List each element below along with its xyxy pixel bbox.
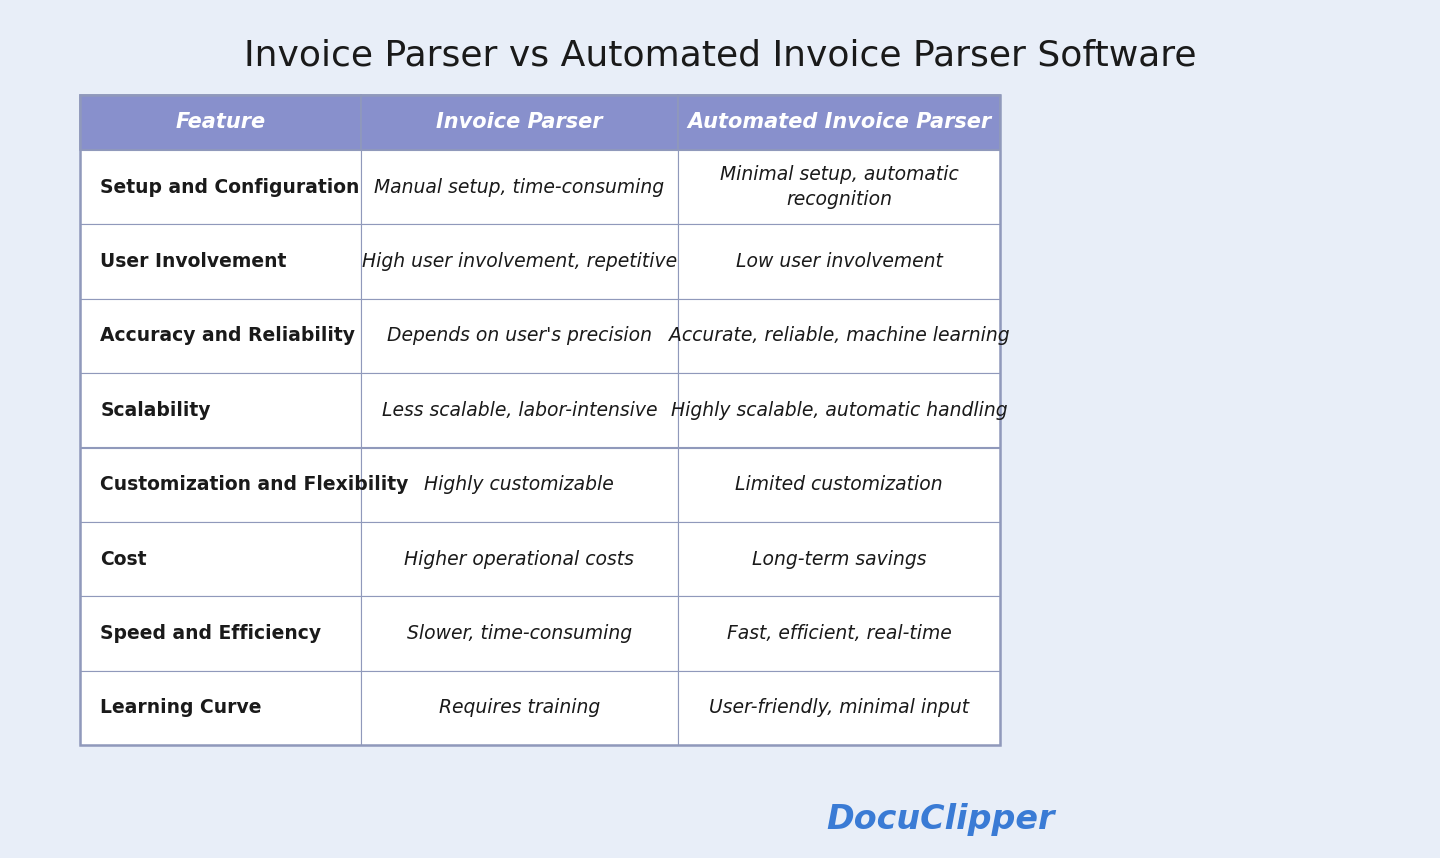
Text: Invoice Parser vs Automated Invoice Parser Software: Invoice Parser vs Automated Invoice Pars… [243, 38, 1197, 72]
Text: Scalability: Scalability [101, 401, 210, 420]
Bar [81, 448, 360, 522]
Text: Higher operational costs: Higher operational costs [405, 550, 634, 569]
Bar [678, 522, 999, 596]
Text: Manual setup, time-consuming: Manual setup, time-consuming [374, 178, 664, 196]
Bar [678, 448, 999, 522]
Bar [360, 448, 678, 522]
Text: Requires training: Requires training [439, 698, 600, 717]
Text: Setup and Configuration: Setup and Configuration [101, 178, 360, 196]
Bar [678, 299, 999, 373]
Bar [81, 373, 360, 448]
Bar [81, 596, 360, 671]
Bar [360, 596, 678, 671]
Text: Customization and Flexibility: Customization and Flexibility [101, 475, 409, 494]
Text: Limited customization: Limited customization [736, 475, 943, 494]
Bar [678, 373, 999, 448]
Text: Accuracy and Reliability: Accuracy and Reliability [101, 326, 356, 346]
Bar [360, 522, 678, 596]
Text: High user involvement, repetitive: High user involvement, repetitive [361, 252, 677, 271]
Bar [360, 299, 678, 373]
Text: DocuClipper: DocuClipper [827, 803, 1056, 837]
Text: Less scalable, labor-intensive: Less scalable, labor-intensive [382, 401, 657, 420]
Bar [678, 150, 999, 225]
Text: Invoice Parser: Invoice Parser [436, 112, 602, 132]
Text: Automated Invoice Parser: Automated Invoice Parser [687, 112, 991, 132]
Text: Feature: Feature [176, 112, 265, 132]
Text: Depends on user's precision: Depends on user's precision [387, 326, 652, 346]
Text: Slower, time-consuming: Slower, time-consuming [406, 624, 632, 643]
Bar [360, 373, 678, 448]
Bar [81, 225, 360, 299]
Bar [678, 225, 999, 299]
Text: User Involvement: User Involvement [101, 252, 287, 271]
Bar [81, 299, 360, 373]
Text: Accurate, reliable, machine learning: Accurate, reliable, machine learning [668, 326, 1009, 346]
Bar [678, 95, 999, 150]
Text: Low user involvement: Low user involvement [736, 252, 942, 271]
Bar [360, 95, 678, 150]
Bar [81, 95, 999, 745]
Bar [81, 150, 360, 225]
Bar [360, 671, 678, 745]
Bar [678, 671, 999, 745]
Bar [81, 522, 360, 596]
Bar [360, 225, 678, 299]
Bar [81, 671, 360, 745]
Text: Learning Curve: Learning Curve [101, 698, 262, 717]
Bar [81, 95, 360, 150]
Text: Minimal setup, automatic
recognition: Minimal setup, automatic recognition [720, 166, 959, 209]
Text: User-friendly, minimal input: User-friendly, minimal input [708, 698, 969, 717]
Text: Highly customizable: Highly customizable [425, 475, 615, 494]
Bar [360, 150, 678, 225]
Bar [678, 596, 999, 671]
Text: Fast, efficient, real-time: Fast, efficient, real-time [727, 624, 952, 643]
Text: Highly scalable, automatic handling: Highly scalable, automatic handling [671, 401, 1008, 420]
Text: Speed and Efficiency: Speed and Efficiency [101, 624, 321, 643]
Text: Cost: Cost [101, 550, 147, 569]
Text: Long-term savings: Long-term savings [752, 550, 926, 569]
